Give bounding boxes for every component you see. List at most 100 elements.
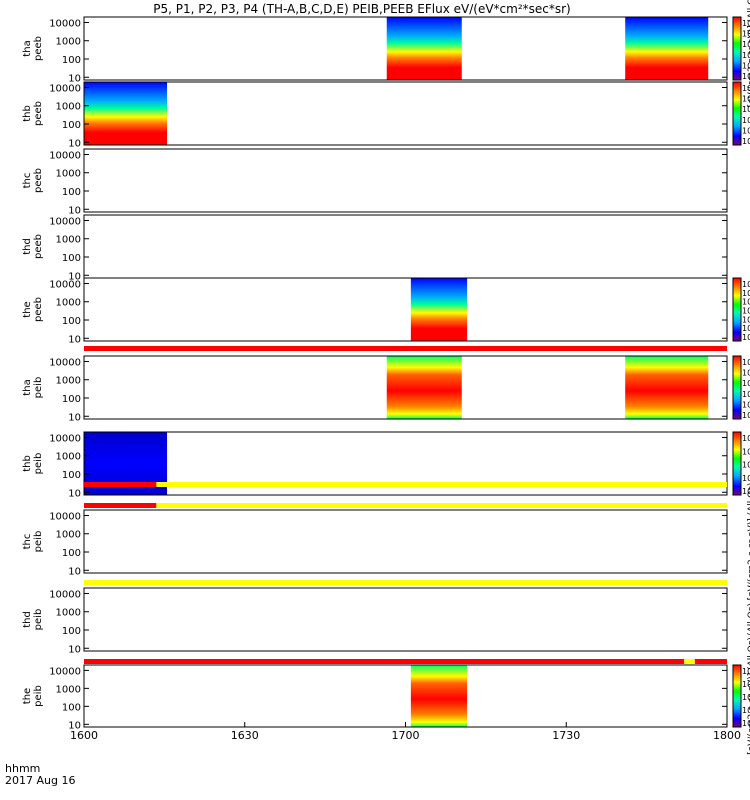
y-tick-label: 1000 xyxy=(56,169,81,180)
colorbar-tick-label: 10⁷ xyxy=(742,667,750,676)
panel-label-instrument: peib xyxy=(33,531,44,553)
y-tick-label: 1000 xyxy=(56,608,81,619)
colorbar-tick-label: 10⁹ xyxy=(742,280,750,289)
colorbar-tick-label: 10³ xyxy=(742,72,750,81)
y-tick-label: 10000 xyxy=(49,589,81,600)
flag-bar-5 xyxy=(84,659,727,664)
y-tick-label: 1000 xyxy=(56,530,81,541)
y-tick-label: 100 xyxy=(62,120,81,131)
spectrogram-segment-the-peib-1 xyxy=(410,665,468,727)
flag-bar-4 xyxy=(84,580,727,585)
spectrogram-segment-tha-peeb-2 xyxy=(625,17,709,80)
panel-label-probe: thb xyxy=(22,455,33,472)
y-tick-label: 10 xyxy=(68,205,81,216)
panels-layer: 10000100010010thapeeb10⁸10⁷10⁶10⁵10⁴10³[… xyxy=(22,0,750,755)
y-tick-label: 10000 xyxy=(49,83,81,94)
panel-frame xyxy=(83,587,728,652)
y-tick-label: 1000 xyxy=(56,37,81,48)
y-tick-label: 10000 xyxy=(49,18,81,29)
colorbar-tick-label: 10⁸ xyxy=(742,84,750,93)
colorbar-tick-label: 10⁷ xyxy=(742,30,750,39)
x-tick-label: 1800 xyxy=(713,729,741,742)
colorbar-label: [eV/(cm2-s-sr-eV)] (All Qs) xyxy=(747,0,750,107)
colorbar xyxy=(732,16,742,81)
panel-label-instrument: peib xyxy=(33,453,44,475)
y-tick-label: 10 xyxy=(68,138,81,149)
y-tick-label: 10000 xyxy=(49,357,81,368)
x-axis-label-line1: hhmm xyxy=(5,762,40,775)
colorbar-tick-label: 10⁵ xyxy=(742,461,750,470)
panel-label-instrument: peeb xyxy=(33,234,44,259)
y-tick-label: 1000 xyxy=(56,376,81,387)
colorbar-tick-label: 10⁵ xyxy=(742,51,750,60)
colorbar-tick-label: 10⁷ xyxy=(742,298,750,307)
spectrogram-segment-tha-peib-2 xyxy=(625,356,709,419)
panel-frame xyxy=(83,431,728,496)
y-tick-label: 10000 xyxy=(49,511,81,522)
colorbar-tick-label: 10⁷ xyxy=(742,369,750,378)
panel-thc-peeb: 10000 1000 100 10 thc peeb xyxy=(22,148,728,216)
colorbar-tick-label: 10⁷ xyxy=(742,95,750,104)
flag-segment-3 xyxy=(694,659,727,664)
panel-frame xyxy=(83,509,728,574)
colorbar xyxy=(732,431,742,496)
panel-label-probe: thd xyxy=(22,238,33,255)
y-tick-label: 100 xyxy=(62,470,81,481)
y-tick-label: 100 xyxy=(62,548,81,559)
y-tick-label: 10 xyxy=(68,73,81,84)
panel-label-probe: the xyxy=(22,301,33,317)
y-tick-label: 1000 xyxy=(56,235,81,246)
colorbar-tick-label: 10³ xyxy=(742,411,750,420)
x-tick-label: 1600 xyxy=(70,729,98,742)
spectrogram-segment-thb-peeb-1 xyxy=(84,82,168,145)
panel-thc-peib: 10000 1000 100 10 thc peib [eV/(cm2-s-sr-eV)] … xyxy=(22,483,750,601)
flag-segment-1 xyxy=(84,659,685,664)
y-tick-label: 1000 xyxy=(56,102,81,113)
colorbar-tick-label: 10⁴ xyxy=(742,324,750,333)
colorbar-tick-label: 10⁶ xyxy=(742,105,750,114)
panel-frame xyxy=(83,664,728,728)
colorbar-tick-label: 10⁶ xyxy=(742,379,750,388)
y-tick-label: 10 xyxy=(68,488,81,499)
colorbar xyxy=(732,355,742,420)
y-tick-label: 10000 xyxy=(49,666,81,677)
y-tick-label: 1000 xyxy=(56,298,81,309)
panel-tha-peeb: 10000100010010thapeeb10⁸10⁷10⁶10⁵10⁴10³[… xyxy=(22,0,750,107)
colorbar xyxy=(732,81,742,146)
colorbar-tick-label: 10⁵ xyxy=(742,315,750,324)
colorbar-label: [eV/(cm2-s-sr-eV)] (All Qs) xyxy=(747,483,750,601)
flag-segment-1 xyxy=(84,346,727,351)
y-tick-label: 1000 xyxy=(56,452,81,463)
colorbar-tick-label: 10⁶ xyxy=(742,307,750,316)
y-tick-label: 10 xyxy=(68,566,81,577)
y-tick-label: 10000 xyxy=(49,150,81,161)
colorbar-tick-label: 10⁸ xyxy=(742,358,750,367)
y-tick-label: 10000 xyxy=(49,279,81,290)
flag-segment-1 xyxy=(84,580,727,585)
flag-bar-1 xyxy=(84,346,727,351)
panel-label-instrument: peib xyxy=(33,685,44,707)
colorbar-tick-label: 10⁵ xyxy=(742,693,750,702)
y-tick-label: 10 xyxy=(68,412,81,423)
y-tick-label: 100 xyxy=(62,394,81,405)
flag-segment-1 xyxy=(84,503,157,508)
panel-frame xyxy=(83,355,728,420)
y-tick-label: 100 xyxy=(62,626,81,637)
colorbar-tick-label: 10⁴ xyxy=(742,474,750,483)
panel-frame xyxy=(83,277,728,342)
y-tick-label: 10 xyxy=(68,644,81,655)
panel-frame xyxy=(83,81,728,146)
colorbar-tick-label: 10⁴ xyxy=(742,400,750,409)
y-tick-label: 100 xyxy=(62,55,81,66)
colorbar-tick-label: 10⁵ xyxy=(742,116,750,125)
panel-frame xyxy=(83,16,728,81)
flag-segment-2 xyxy=(156,503,727,508)
colorbar-tick-label: 10⁶ xyxy=(742,40,750,49)
y-tick-label: 100 xyxy=(62,187,81,198)
panel-label-probe: thc xyxy=(22,534,33,550)
y-tick-label: 10000 xyxy=(49,433,81,444)
y-tick-label: 10 xyxy=(68,271,81,282)
